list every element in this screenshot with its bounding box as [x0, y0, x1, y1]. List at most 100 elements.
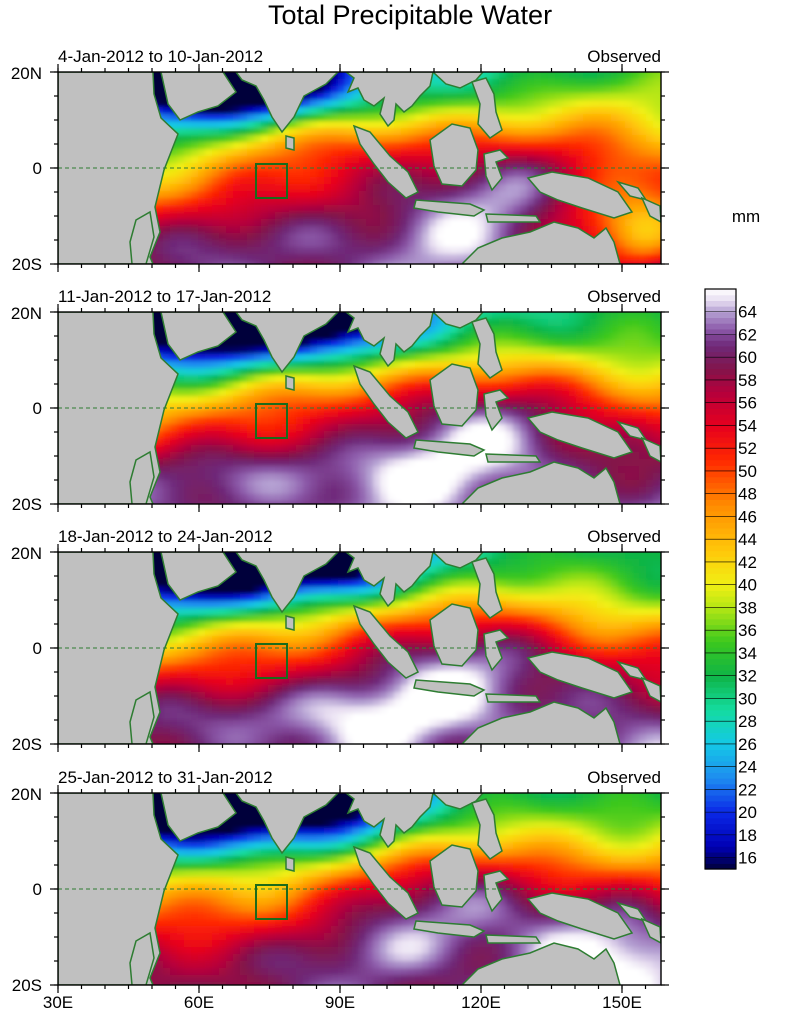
tpw-cell — [163, 410, 171, 418]
tpw-cell — [289, 389, 297, 397]
tpw-cell — [429, 247, 437, 255]
tpw-cell — [639, 410, 647, 418]
tpw-cell — [310, 107, 318, 115]
tpw-cell — [646, 107, 654, 115]
tpw-cell — [520, 466, 528, 474]
tpw-cell — [520, 438, 528, 446]
tpw-cell — [352, 93, 360, 101]
tpw-cell — [443, 86, 451, 94]
tpw-cell — [408, 198, 416, 206]
tpw-cell — [205, 114, 213, 122]
tpw-cell — [310, 121, 318, 129]
tpw-cell — [177, 403, 185, 411]
tpw-cell — [212, 121, 220, 129]
tpw-cell — [373, 368, 381, 376]
tpw-cell — [443, 219, 451, 227]
tpw-cell — [541, 340, 549, 348]
tpw-cell — [191, 403, 199, 411]
tpw-cell — [212, 219, 220, 227]
tpw-cell — [464, 107, 472, 115]
tpw-cell — [289, 184, 297, 192]
tpw-cell — [380, 473, 388, 481]
tpw-cell — [261, 240, 269, 248]
tpw-cell — [604, 114, 612, 122]
tpw-cell — [380, 247, 388, 255]
tpw-cell — [184, 410, 192, 418]
tpw-cell — [457, 254, 465, 262]
tpw-cell — [324, 114, 332, 122]
tpw-cell — [177, 247, 185, 255]
tpw-cell — [653, 128, 661, 136]
tpw-cell — [590, 389, 598, 397]
tpw-cell — [527, 445, 535, 453]
tpw-cell — [261, 261, 269, 264]
tpw-cell — [520, 191, 528, 199]
tpw-cell — [597, 466, 605, 474]
tpw-cell — [548, 163, 556, 171]
tpw-cell — [296, 212, 304, 220]
tpw-cell — [324, 389, 332, 397]
tpw-cell — [401, 198, 409, 206]
tpw-cell — [345, 312, 353, 320]
tpw-cell — [450, 247, 458, 255]
tpw-cell — [226, 340, 234, 348]
tpw-cell — [548, 100, 556, 108]
tpw-cell — [611, 410, 619, 418]
tpw-cell — [492, 312, 500, 320]
tpw-cell — [359, 247, 367, 255]
tpw-cell — [646, 361, 654, 369]
tpw-cell — [527, 389, 535, 397]
tpw-cell — [604, 268, 612, 276]
tpw-cell — [667, 340, 675, 348]
tpw-cell — [275, 417, 283, 425]
tpw-cell — [163, 170, 171, 178]
tpw-cell — [653, 312, 661, 320]
tpw-cell — [422, 135, 430, 143]
tpw-cell — [317, 163, 325, 171]
tpw-cell — [422, 114, 430, 122]
tpw-cell — [331, 368, 339, 376]
tpw-cell — [317, 326, 325, 334]
tpw-cell — [240, 375, 248, 383]
tpw-cell — [205, 417, 213, 425]
tpw-cell — [639, 128, 647, 136]
tpw-cell — [548, 319, 556, 327]
tpw-cell — [184, 445, 192, 453]
tpw-cell — [576, 319, 584, 327]
tpw-cell — [261, 403, 269, 411]
tpw-cell — [548, 396, 556, 404]
tpw-cell — [268, 170, 276, 178]
tpw-cell — [226, 389, 234, 397]
tpw-cell — [254, 424, 262, 432]
tpw-cell — [296, 410, 304, 418]
tpw-cell — [261, 424, 269, 432]
tpw-cell — [345, 79, 353, 87]
tpw-cell — [205, 459, 213, 467]
tpw-cell — [254, 226, 262, 234]
tpw-cell — [492, 72, 500, 80]
tpw-cell — [576, 163, 584, 171]
tpw-cell — [457, 268, 465, 276]
tpw-cell — [380, 198, 388, 206]
tpw-cell — [338, 135, 346, 143]
tpw-cell — [345, 177, 353, 185]
tpw-cell — [534, 319, 542, 327]
tpw-cell — [247, 107, 255, 115]
tpw-cell — [618, 156, 626, 164]
tpw-cell — [303, 128, 311, 136]
tpw-cell — [191, 114, 199, 122]
tpw-cell — [499, 368, 507, 376]
tpw-cell — [667, 149, 675, 157]
tpw-cell — [415, 100, 423, 108]
tpw-cell — [499, 107, 507, 115]
panel-1-tag: Observed — [587, 47, 661, 66]
tpw-cell — [492, 135, 500, 143]
tpw-cell — [576, 361, 584, 369]
tpw-cell — [471, 431, 479, 439]
tpw-cell — [233, 247, 241, 255]
tpw-cell — [303, 100, 311, 108]
tpw-cell — [625, 163, 633, 171]
tpw-cell — [310, 368, 318, 376]
tpw-cell — [212, 261, 220, 264]
tpw-cell — [618, 347, 626, 355]
